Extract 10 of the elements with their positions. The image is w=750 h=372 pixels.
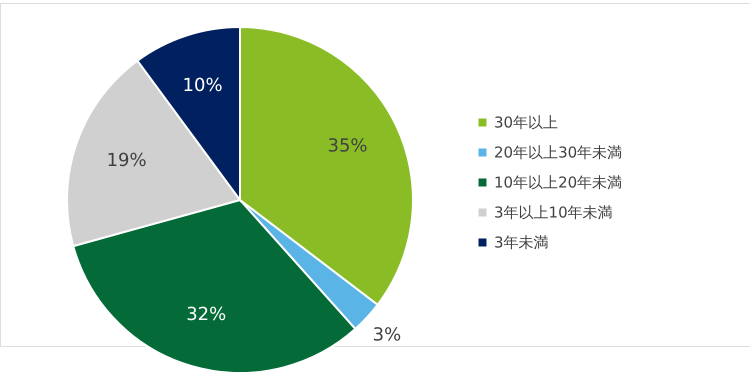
data-label: 10% bbox=[182, 74, 223, 96]
legend-label: 3年以上10年未満 bbox=[494, 204, 613, 222]
data-label: 35% bbox=[328, 136, 368, 157]
legend-label: 20年以上30年未満 bbox=[494, 144, 622, 162]
data-label: 3% bbox=[372, 324, 402, 346]
legend-label: 30年以上 bbox=[494, 114, 558, 132]
legend-label: 3年未満 bbox=[494, 234, 549, 252]
legend-label: 10年以上20年未満 bbox=[494, 174, 622, 192]
data-label: 32% bbox=[186, 304, 226, 326]
data-label: 19% bbox=[106, 150, 147, 171]
